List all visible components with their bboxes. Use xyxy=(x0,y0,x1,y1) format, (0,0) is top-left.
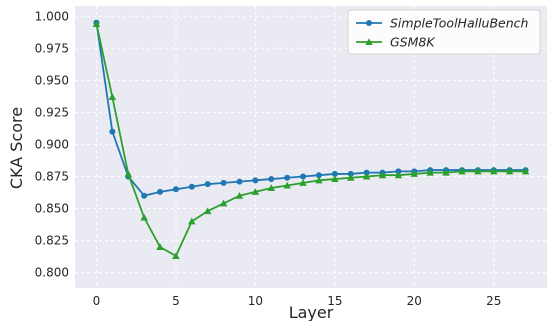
data-point-triangle xyxy=(505,167,514,175)
grid xyxy=(75,6,547,288)
legend: SimpleToolHalluBench GSM8K xyxy=(347,9,541,55)
data-point-triangle xyxy=(251,188,260,195)
data-point xyxy=(236,178,243,185)
data-point xyxy=(188,183,195,190)
data-point-triangle xyxy=(299,179,307,186)
legend-item: GSM8K xyxy=(356,35,436,50)
data-point xyxy=(300,173,307,180)
series-layer xyxy=(92,19,530,259)
data-point-triangle xyxy=(490,167,498,175)
x-tick-label: 10 xyxy=(248,294,263,308)
y-tick-label: 0.925 xyxy=(35,105,69,119)
data-point xyxy=(363,169,370,176)
y-tick-label: 0.800 xyxy=(35,266,69,280)
data-point xyxy=(366,20,372,26)
data-point-triangle xyxy=(235,191,244,199)
data-point-triangle xyxy=(362,172,371,180)
y-tick-label: 0.875 xyxy=(35,169,69,183)
data-point-triangle xyxy=(331,175,339,183)
x-tick-label: 0 xyxy=(93,294,101,308)
data-point xyxy=(347,170,354,177)
data-point xyxy=(141,192,148,199)
data-point-triangle xyxy=(315,176,323,184)
data-point-triangle xyxy=(521,167,530,175)
data-point-triangle xyxy=(172,252,180,259)
x-tick-label: 15 xyxy=(327,294,342,308)
x-tick-label: 5 xyxy=(172,294,180,308)
data-point-triangle xyxy=(458,167,466,175)
data-point xyxy=(220,179,227,186)
series-simpletoolhallubench xyxy=(93,19,529,199)
y-tick-label: 0.825 xyxy=(35,234,69,248)
y-axis-label: CKA Score xyxy=(7,107,26,189)
data-point xyxy=(395,168,402,175)
data-point-triangle xyxy=(474,167,482,175)
legend-item: SimpleToolHalluBench xyxy=(356,16,529,31)
data-point xyxy=(331,170,338,177)
data-point-triangle xyxy=(346,174,355,181)
data-point-triangle xyxy=(378,171,387,179)
legend-box xyxy=(347,9,541,55)
data-point-triangle xyxy=(283,181,291,189)
y-tick-label: 0.975 xyxy=(35,41,69,55)
series-line xyxy=(95,22,526,197)
data-point xyxy=(284,174,291,181)
data-point xyxy=(157,188,164,195)
data-point-triangle xyxy=(188,217,196,225)
data-point xyxy=(268,176,275,183)
ticks: 0 5 10 15 20 25 0.800 0.825 0.850 0.875 0.900 0.925… xyxy=(35,9,502,308)
legend-label: SimpleToolHalluBench xyxy=(390,16,529,31)
data-point-triangle xyxy=(203,207,212,215)
data-point-triangle xyxy=(140,213,148,221)
data-point-triangle xyxy=(267,184,276,192)
series-gsm8k xyxy=(92,20,530,259)
y-tick-label: 1.000 xyxy=(35,9,69,23)
data-point xyxy=(204,181,211,188)
y-tick-label: 0.950 xyxy=(35,73,69,87)
data-point xyxy=(172,186,179,193)
data-point-triangle xyxy=(410,170,419,177)
series-line xyxy=(95,23,526,257)
data-point-triangle xyxy=(156,243,164,250)
data-point-triangle xyxy=(92,20,101,27)
y-tick-label: 0.850 xyxy=(35,202,69,216)
data-point xyxy=(315,172,322,179)
x-axis-label: Layer xyxy=(289,303,334,321)
data-point-triangle xyxy=(426,168,434,176)
data-point-triangle xyxy=(442,168,450,176)
legend-label: GSM8K xyxy=(390,35,436,50)
data-point-triangle xyxy=(124,170,132,177)
x-tick-label: 25 xyxy=(486,294,501,308)
data-point xyxy=(252,177,259,184)
x-tick-label: 20 xyxy=(407,294,422,308)
data-point xyxy=(109,128,116,135)
data-point-triangle xyxy=(365,38,373,45)
y-tick-label: 0.900 xyxy=(35,137,69,151)
data-point-triangle xyxy=(394,171,403,179)
data-point-triangle xyxy=(108,93,117,101)
data-point-triangle xyxy=(219,199,228,207)
